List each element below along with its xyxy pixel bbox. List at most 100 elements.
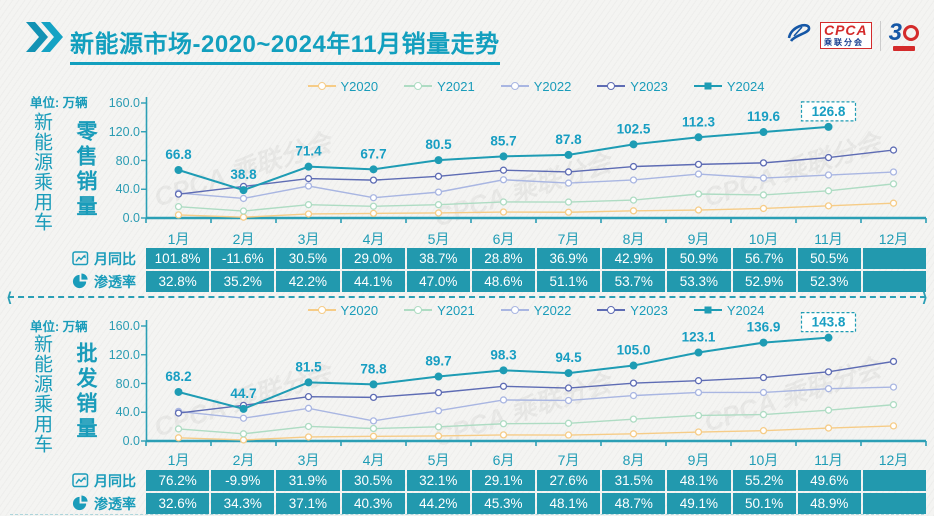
month-label: 2月 bbox=[232, 452, 255, 468]
yoy-cell: 50.5% bbox=[797, 248, 861, 269]
y-axis-retail: 160.0 120.0 80.0 40.0 0.0 bbox=[94, 96, 140, 225]
legend-item-Y2020: Y2020 bbox=[307, 302, 379, 318]
month-label: 3月 bbox=[297, 231, 320, 247]
legend-label: Y2020 bbox=[340, 302, 379, 318]
legend-label: Y2020 bbox=[340, 78, 379, 94]
y-tick-label: 40.0 bbox=[115, 405, 140, 420]
svg-text:105.0: 105.0 bbox=[617, 343, 651, 358]
month-label: 7月 bbox=[557, 231, 580, 247]
open-circle-marker bbox=[317, 82, 326, 90]
penetration-row-label-retail: 渗透率 bbox=[0, 271, 140, 292]
penetration-cell: 48.1% bbox=[537, 493, 601, 514]
legend-label: Y2023 bbox=[630, 78, 668, 94]
y-axis-wholesale: 160.0 120.0 80.0 40.0 0.0 bbox=[94, 319, 140, 448]
penetration-cell: 49.1% bbox=[667, 493, 731, 514]
y-tick-label: 40.0 bbox=[115, 182, 140, 197]
penetration-cell: 44.2% bbox=[406, 493, 470, 514]
legend-label: Y2023 bbox=[630, 302, 668, 318]
month-label: 6月 bbox=[492, 231, 515, 247]
bottom-dashed-line bbox=[10, 514, 924, 515]
legend-swatch bbox=[404, 306, 433, 314]
legend-label: Y2022 bbox=[533, 78, 572, 94]
yoy-row-wholesale: 76.2% -9.9% 31.9% 30.5% 32.1% 29.1% 27.6% 31.5%… bbox=[146, 470, 926, 491]
penetration-cell: 35.2% bbox=[211, 271, 275, 292]
month-label: 7月 bbox=[557, 452, 580, 468]
yoy-cell: 36.9% bbox=[537, 248, 601, 269]
yoy-cell: 29.0% bbox=[341, 248, 405, 269]
penetration-cell bbox=[862, 493, 926, 514]
penetration-cell: 48.9% bbox=[797, 493, 861, 514]
penetration-row-label-wholesale: 渗透率 bbox=[0, 493, 140, 514]
open-circle-marker bbox=[317, 306, 326, 314]
yoy-cell: 28.8% bbox=[471, 248, 535, 269]
yoy-cell: 31.9% bbox=[276, 470, 340, 491]
anniversary-bar bbox=[893, 45, 916, 51]
open-circle-marker bbox=[510, 82, 519, 90]
legend-item-Y2021: Y2021 bbox=[404, 79, 475, 94]
svg-text:44.7: 44.7 bbox=[230, 386, 256, 401]
zero-ring-icon bbox=[903, 24, 919, 41]
yoy-row-label-retail: 月同比 bbox=[0, 248, 140, 269]
legend-label: Y2024 bbox=[726, 302, 765, 318]
y-tick-label: 0.0 bbox=[122, 434, 140, 448]
penetration-cell: 32.6% bbox=[146, 493, 210, 514]
penetration-cell: 48.6% bbox=[471, 271, 535, 292]
legend-label: Y2021 bbox=[437, 78, 475, 94]
month-label: 5月 bbox=[427, 452, 450, 468]
legend-swatch bbox=[404, 82, 433, 90]
filled-square-marker bbox=[704, 306, 712, 314]
svg-text:71.4: 71.4 bbox=[295, 144, 322, 159]
legend-item-Y2023: Y2023 bbox=[597, 303, 668, 318]
logo-divider bbox=[879, 20, 881, 51]
yoy-cell: 56.7% bbox=[732, 248, 796, 269]
yoy-cell: 48.1% bbox=[667, 470, 731, 491]
legend-swatch bbox=[500, 306, 529, 314]
yoy-row-label-wholesale: 月同比 bbox=[0, 470, 140, 491]
svg-text:112.3: 112.3 bbox=[682, 114, 716, 129]
yoy-row-retail: 101.8% -11.6% 30.5% 29.0% 38.7% 28.8% 36.9% 42.… bbox=[146, 248, 926, 269]
yoy-cell: 76.2% bbox=[146, 470, 210, 491]
month-label: 5月 bbox=[427, 231, 450, 247]
month-label: 1月 bbox=[167, 231, 190, 247]
month-label: 9月 bbox=[687, 452, 710, 468]
legend-item-Y2023: Y2023 bbox=[597, 79, 668, 94]
legend-item-Y2024: Y2024 bbox=[693, 79, 764, 94]
legend-swatch bbox=[597, 306, 626, 314]
yoy-cell: 38.7% bbox=[406, 248, 470, 269]
metric-label-retail: 零售销量 bbox=[74, 120, 97, 220]
legend-item-Y2021: Y2021 bbox=[404, 303, 475, 318]
penetration-cell: 53.7% bbox=[602, 271, 666, 292]
svg-text:123.1: 123.1 bbox=[682, 330, 716, 345]
cpca-wordmark: CPCA 乘联分会 bbox=[819, 22, 872, 49]
penetration-cell: 50.1% bbox=[732, 493, 796, 514]
month-label: 11月 bbox=[814, 231, 843, 247]
month-label: 12月 bbox=[878, 452, 909, 468]
penetration-cell: 42.2% bbox=[276, 271, 340, 292]
section-divider-arrow: ⟨ ⟩ bbox=[6, 289, 928, 305]
svg-text:136.9: 136.9 bbox=[747, 320, 781, 335]
legend-retail: Y2020 Y2021 Y2022 Y2023 Y2024 bbox=[146, 78, 926, 94]
legend-swatch bbox=[693, 306, 722, 314]
penetration-cell: 34.3% bbox=[211, 493, 275, 514]
y-tick-label: 120.0 bbox=[108, 347, 140, 362]
page-title: 新能源市场-2020~2024年11月销量走势 bbox=[70, 24, 500, 65]
penetration-cell: 53.3% bbox=[667, 271, 731, 292]
legend-item-Y2024: Y2024 bbox=[693, 302, 765, 318]
anniversary-30-logo: 3 bbox=[889, 20, 920, 51]
month-label: 4月 bbox=[362, 231, 385, 247]
month-axis-wholesale: 1月 2月 3月 4月 5月 6月 7月 8月 9月 10月 11月 12月 bbox=[146, 450, 926, 468]
legend-label: Y2022 bbox=[533, 302, 572, 318]
unit-label: 单位: 万辆 bbox=[30, 320, 88, 334]
open-circle-marker bbox=[510, 306, 519, 314]
svg-text:98.3: 98.3 bbox=[490, 347, 517, 362]
svg-text:38.8: 38.8 bbox=[230, 167, 257, 182]
legend-label: Y2021 bbox=[437, 302, 475, 318]
month-label: 1月 bbox=[167, 452, 190, 468]
metric-label-wholesale: 批发销量 bbox=[74, 342, 97, 442]
legend-wholesale: Y2020 Y2021 Y2022 Y2023 Y2024 bbox=[146, 302, 926, 318]
wholesale-line-chart: 68.2 44.7 81.5 78.8 89.7 98.3 94.5 105.0 123.1 13… bbox=[141, 312, 927, 446]
cpca-logo: CPCA 乘联分会 3 bbox=[786, 20, 920, 51]
svg-text:80.5: 80.5 bbox=[425, 137, 452, 152]
month-label: 9月 bbox=[687, 231, 710, 247]
yoy-cell: 49.6% bbox=[797, 470, 861, 491]
